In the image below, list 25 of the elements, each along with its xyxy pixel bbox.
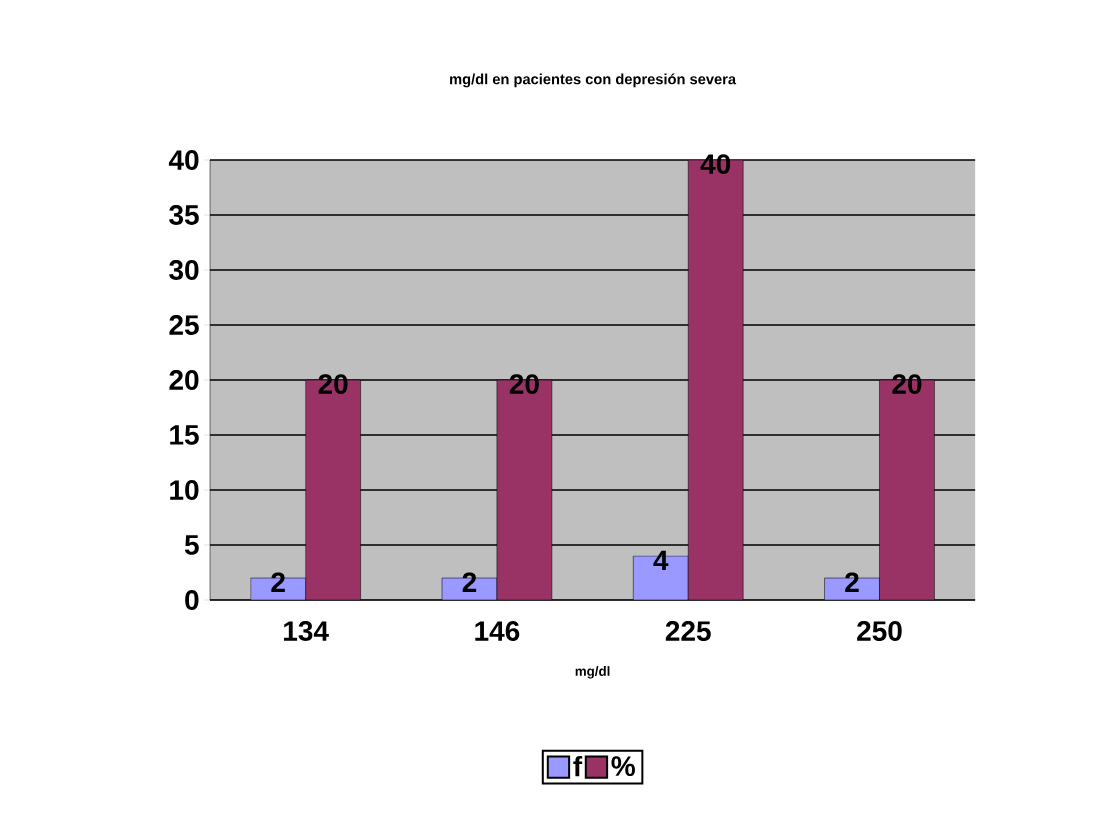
x-tick-label: 225 — [665, 621, 711, 641]
y-tick-label: 10 — [170, 480, 199, 500]
chart-title: mg/dl en pacientes con depresión severa — [450, 73, 737, 88]
legend-label: f — [573, 755, 583, 777]
data-label: 20 — [509, 374, 539, 394]
y-tick-label: 5 — [184, 535, 199, 555]
data-label: 2 — [271, 572, 285, 592]
data-label: 4 — [653, 550, 669, 570]
data-label: 40 — [700, 154, 731, 174]
y-tick-label: 20 — [169, 370, 199, 390]
y-tick-label: 25 — [169, 315, 199, 335]
data-label: 20 — [892, 374, 922, 394]
x-tick-label: 134 — [284, 621, 329, 641]
y-tick-label: 0 — [185, 590, 199, 610]
x-axis-title: mg/dl — [575, 666, 610, 679]
y-tick-label: 40 — [168, 150, 199, 170]
legend-label: % — [611, 756, 635, 777]
y-tick-label: 35 — [169, 205, 199, 225]
data-label: 2 — [845, 572, 859, 592]
y-tick-label: 15 — [170, 425, 199, 445]
data-label: 20 — [318, 374, 348, 394]
x-tick-label: 146 — [475, 621, 520, 641]
data-label: 2 — [462, 572, 477, 592]
x-tick-label: 250 — [857, 621, 902, 641]
y-tick-label: 30 — [169, 260, 199, 280]
